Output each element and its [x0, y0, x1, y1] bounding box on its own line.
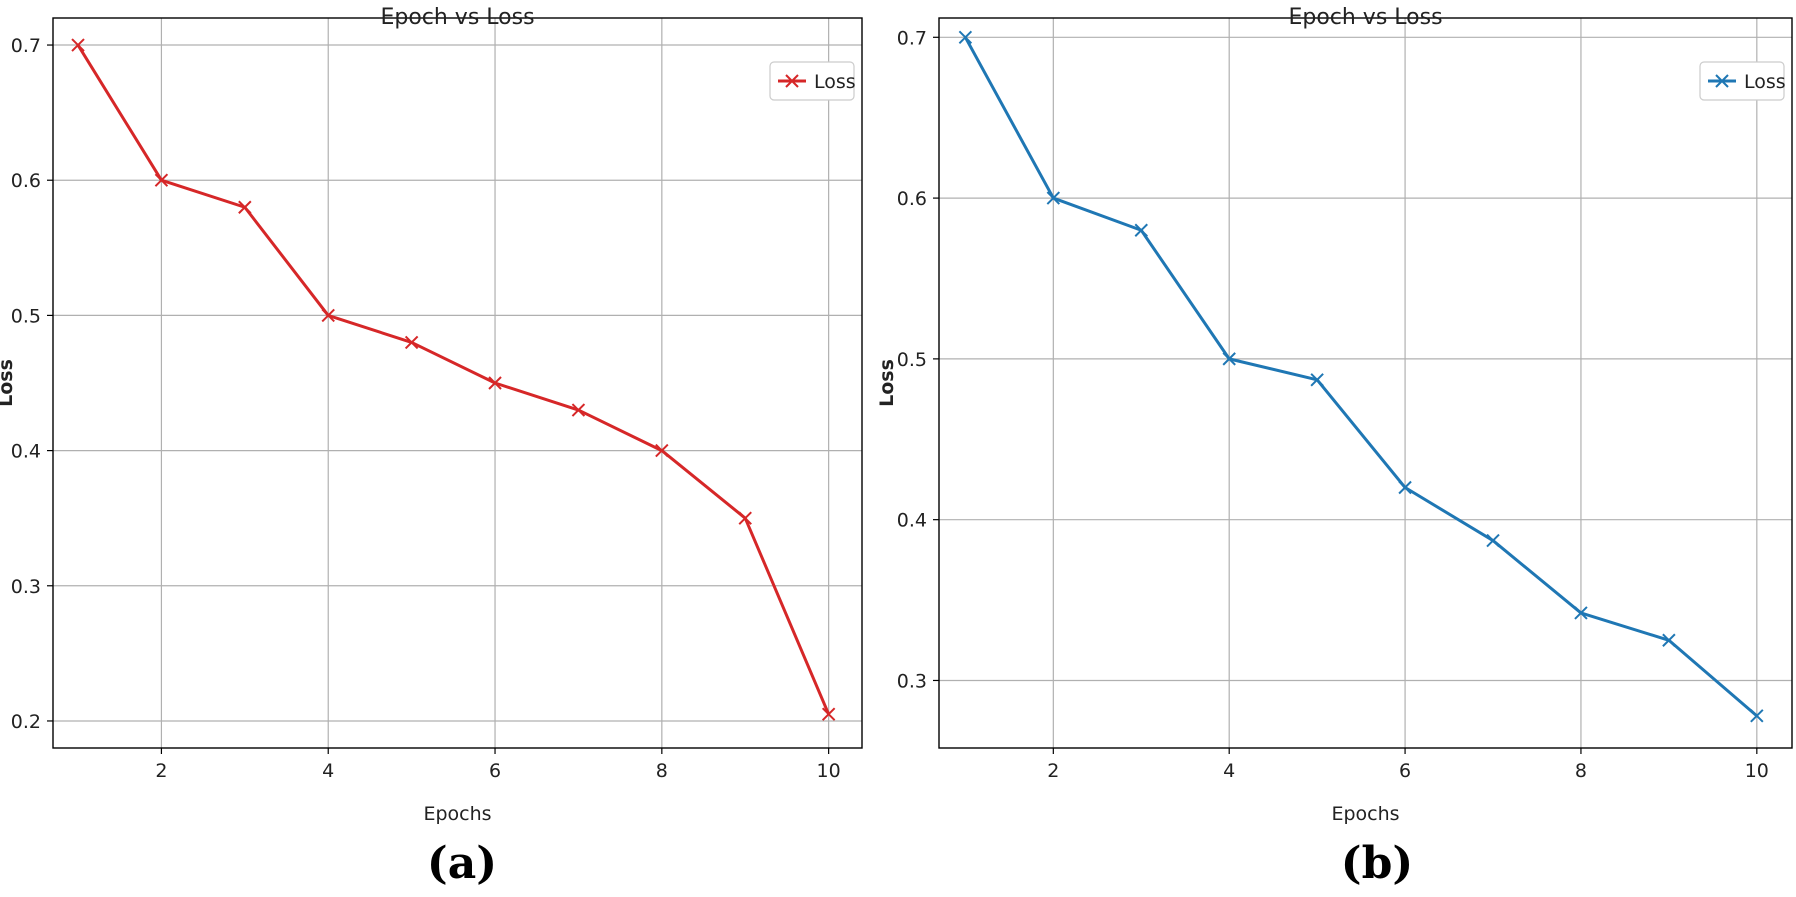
series-line-loss: [76, 44, 831, 715]
data-point: [154, 173, 169, 187]
data-point: [1222, 352, 1236, 366]
x-tick-label: 4: [322, 760, 334, 782]
data-point: [488, 376, 502, 390]
legend-box: [1699, 61, 1785, 101]
panel-label: (b): [1341, 838, 1413, 889]
data-point: [571, 403, 586, 417]
data-point: [738, 511, 752, 525]
panel-label: (a): [427, 838, 497, 889]
x-tick-label: 6: [489, 760, 501, 782]
data-point: [1486, 533, 1500, 548]
x-tick-label: 2: [155, 760, 167, 782]
marker-stroke: [488, 376, 502, 390]
x-axis-label: Epochs: [1331, 803, 1399, 825]
plot-frame: [938, 17, 1793, 749]
y-tick-label: 0.5: [897, 349, 927, 371]
data-point: [1046, 191, 1061, 205]
legend-marker: [785, 74, 799, 88]
data-point: [1574, 606, 1588, 620]
marker-stroke: [1310, 373, 1324, 387]
y-tick-label: 0.5: [11, 305, 41, 327]
y-tick-label: 0.4: [897, 510, 927, 532]
data-point: [404, 335, 419, 350]
x-tick-label: 2: [1047, 760, 1059, 782]
plot-frame: [52, 17, 863, 749]
data-point: [1310, 373, 1324, 387]
marker-stroke: [655, 443, 669, 458]
x-tick-label: 6: [1399, 760, 1411, 782]
legend-box: [769, 61, 855, 101]
marker-stroke: [154, 173, 169, 187]
marker-stroke: [71, 38, 85, 52]
data-point: [1398, 480, 1412, 495]
data-point: [821, 707, 836, 721]
marker-stroke: [738, 511, 752, 525]
marker-stroke: [571, 403, 586, 417]
marker-stroke: [1398, 480, 1412, 495]
x-tick-label: 8: [1575, 760, 1587, 782]
y-tick-label: 0.4: [11, 441, 41, 463]
marker-stroke: [1222, 352, 1236, 366]
x-tick-label: 8: [656, 760, 668, 782]
data-point: [1134, 223, 1148, 237]
y-tick-label: 0.7: [897, 27, 927, 49]
chart-title: Epoch vs Loss: [380, 5, 534, 30]
y-tick-label: 0.6: [11, 170, 41, 192]
data-point: [321, 308, 335, 323]
chart-panel-b: 2 4 6 8 10 0.3 0.4 0.5 0.6 0.7 Epoch vs Loss Epochs…: [876, 5, 1793, 889]
marker-stroke: [404, 335, 419, 350]
data-point: [71, 38, 85, 52]
marker-stroke: [1662, 633, 1676, 647]
x-tick-label: 10: [817, 760, 841, 782]
y-tick-label: 0.6: [897, 188, 927, 210]
marker-stroke: [1046, 191, 1061, 205]
series-line-loss: [964, 36, 1758, 717]
marker-stroke: [1574, 606, 1588, 620]
marker-stroke: [958, 30, 973, 45]
data-point: [1750, 709, 1764, 723]
marker-stroke: [321, 308, 335, 323]
legend-marker: [1715, 74, 1729, 88]
marker-stroke: [1134, 223, 1148, 237]
legend: Loss: [1699, 61, 1786, 101]
legend-label: Loss: [814, 71, 856, 93]
data-point: [655, 443, 669, 458]
marker-stroke: [238, 200, 252, 214]
y-axis-label: Loss: [0, 359, 17, 407]
marker-stroke: [821, 707, 836, 721]
data-point: [958, 30, 973, 45]
x-tick-label: 10: [1745, 760, 1769, 782]
legend-label: Loss: [1744, 71, 1786, 93]
data-point: [238, 200, 252, 214]
marker-stroke: [1486, 533, 1500, 548]
x-tick-label: 4: [1223, 760, 1235, 782]
chart-title: Epoch vs Loss: [1288, 5, 1442, 30]
y-tick-label: 0.7: [11, 35, 41, 57]
y-tick-label: 0.3: [897, 670, 927, 692]
y-tick-label: 0.3: [11, 576, 41, 598]
data-point: [1662, 633, 1676, 647]
legend: Loss: [769, 61, 856, 101]
x-axis-label: Epochs: [423, 803, 491, 825]
y-tick-label: 0.2: [11, 711, 41, 733]
chart-panel-a: 2 4 6 8 10 0.2 0.3 0.4 0.5 0.6 0.7 Epoch vs Loss Epo…: [0, 5, 863, 889]
marker-stroke: [1750, 709, 1764, 723]
y-axis-label: Loss: [876, 359, 898, 407]
